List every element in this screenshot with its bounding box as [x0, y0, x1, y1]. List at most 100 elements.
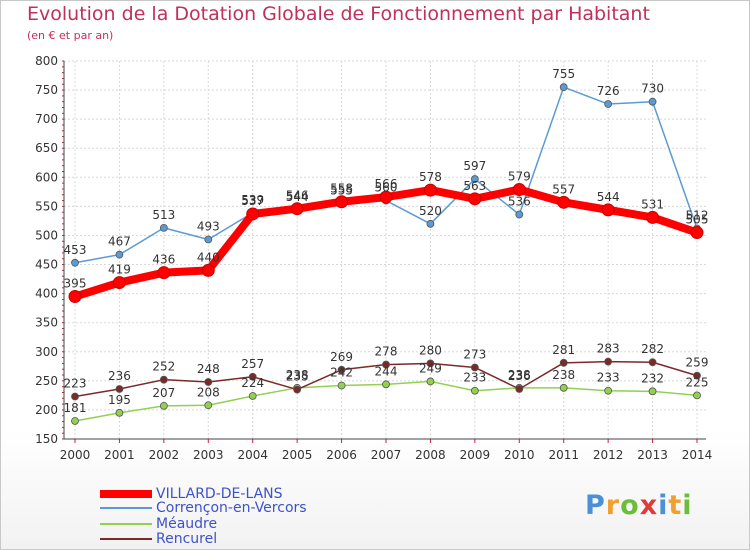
data-point-correncon-en-vercors: [648, 97, 657, 106]
legend-item: Corrençon-en-Vercors: [100, 500, 307, 516]
data-label-villard-de-lans: 557: [552, 182, 575, 196]
logo-letter: i: [682, 490, 693, 521]
x-tick-label: 2001: [104, 448, 135, 462]
data-point-meaudre: [604, 386, 613, 395]
data-label-villard-de-lans: 566: [375, 177, 398, 191]
x-tick-label: 2011: [548, 448, 579, 462]
data-point-correncon-en-vercors: [559, 83, 568, 92]
x-tick-label: 2005: [282, 448, 313, 462]
data-point-correncon-en-vercors: [71, 258, 79, 267]
proxiti-logo: Proxiti: [585, 490, 693, 521]
data-point-meaudre: [693, 391, 701, 400]
data-label-villard-de-lans: 537: [241, 194, 264, 208]
data-labels-layer: 453 467 513 493 539 544 555 560 520 597 536 755 726 7…: [64, 67, 709, 415]
data-label-villard-de-lans: 419: [108, 263, 131, 277]
data-point-rencurel: [337, 365, 346, 374]
data-label-villard-de-lans: 578: [419, 170, 442, 184]
y-tick-label: 200: [35, 403, 58, 417]
y-tick-label: 800: [35, 54, 58, 68]
data-point-rencurel: [470, 363, 479, 372]
x-tick-label: 2003: [193, 448, 224, 462]
data-point-meaudre: [204, 401, 213, 410]
data-label-correncon-en-vercors: 493: [197, 220, 220, 234]
data-label-meaudre: 208: [197, 385, 220, 399]
data-label-villard-de-lans: 436: [152, 253, 175, 267]
data-label-villard-de-lans: 558: [330, 182, 353, 196]
logo-letter: x: [639, 490, 659, 521]
x-tick-label: 2014: [682, 448, 713, 462]
legend-swatch: [100, 523, 152, 525]
data-point-rencurel: [115, 385, 124, 393]
data-label-correncon-en-vercors: 726: [597, 84, 620, 98]
data-point-villard-de-lans: [112, 276, 126, 290]
logo-letter: P: [585, 490, 606, 521]
chart-title: Evolution de la Dotation Globale de Fonc…: [27, 3, 650, 25]
data-label-meaudre: 238: [286, 368, 309, 382]
x-tick-label: 2007: [371, 448, 402, 462]
data-label-villard-de-lans: 531: [641, 197, 664, 211]
x-tick-label: 2000: [60, 448, 91, 462]
data-point-meaudre: [71, 417, 79, 425]
y-tick-label: 700: [35, 112, 58, 126]
data-point-rencurel: [293, 385, 302, 394]
data-point-meaudre: [559, 383, 568, 392]
axes: 150 200 250 300 350 400 450 500 550 600 650 700 750 8…: [35, 54, 712, 462]
data-label-rencurel: 223: [64, 377, 87, 391]
data-label-rencurel: 278: [375, 345, 398, 359]
y-tick-label: 350: [35, 316, 58, 330]
data-label-villard-de-lans: 440: [197, 250, 220, 264]
data-label-correncon-en-vercors: 520: [419, 204, 442, 218]
data-label-correncon-en-vercors: 755: [552, 67, 575, 81]
x-tick-label: 2013: [637, 448, 668, 462]
data-point-correncon-en-vercors: [604, 100, 613, 108]
data-label-rencurel: 236: [508, 369, 531, 383]
data-point-rencurel: [426, 359, 435, 368]
data-label-meaudre: 233: [597, 371, 620, 385]
data-point-rencurel: [604, 357, 613, 366]
data-point-meaudre: [470, 386, 479, 395]
legend-label: Rencurel: [156, 531, 218, 547]
y-tick-label: 300: [35, 345, 58, 359]
data-point-rencurel: [159, 375, 168, 384]
data-point-villard-de-lans: [201, 263, 215, 277]
data-point-villard-de-lans: [246, 207, 260, 221]
data-point-rencurel: [248, 372, 257, 381]
data-label-rencurel: 248: [197, 362, 220, 376]
x-tick-label: 2006: [326, 448, 357, 462]
data-label-correncon-en-vercors: 512: [686, 208, 709, 222]
legend-item: VILLARD-DE-LANS: [100, 486, 283, 502]
data-point-villard-de-lans: [379, 190, 393, 204]
legend-swatch: [100, 507, 152, 509]
data-label-rencurel: 252: [152, 360, 175, 374]
data-label-villard-de-lans: 563: [463, 179, 486, 193]
data-point-correncon-en-vercors: [426, 219, 435, 228]
y-tick-label: 600: [35, 170, 58, 184]
data-label-correncon-en-vercors: 560: [375, 181, 398, 195]
data-point-correncon-en-vercors: [470, 175, 479, 183]
data-label-villard-de-lans: 546: [286, 189, 309, 203]
data-point-meaudre: [426, 377, 435, 386]
data-point-villard-de-lans: [290, 202, 304, 216]
data-label-rencurel: 259: [686, 356, 709, 370]
data-label-rencurel: 269: [330, 350, 353, 364]
logo-letter: o: [620, 490, 640, 521]
data-label-meaudre: 244: [375, 364, 398, 378]
legend-label: Méaudre: [156, 516, 218, 532]
grid-lines: [64, 60, 706, 440]
data-label-villard-de-lans: 544: [597, 190, 620, 204]
legend-item: Rencurel: [100, 531, 217, 547]
data-point-meaudre: [248, 392, 257, 400]
y-tick-label: 150: [35, 432, 58, 446]
data-label-meaudre: 224: [241, 376, 264, 390]
data-label-meaudre: 207: [152, 386, 175, 400]
logo-letter: r: [605, 490, 621, 521]
legend-swatch: [100, 538, 152, 540]
data-point-villard-de-lans: [690, 226, 704, 240]
data-label-correncon-en-vercors: 539: [241, 193, 264, 207]
data-point-villard-de-lans: [68, 290, 82, 304]
data-label-meaudre: 242: [330, 365, 353, 379]
data-label-correncon-en-vercors: 467: [108, 235, 131, 249]
data-label-rencurel: 236: [108, 369, 131, 383]
x-tick-label: 2009: [460, 448, 491, 462]
logo-letter: i: [658, 490, 669, 521]
